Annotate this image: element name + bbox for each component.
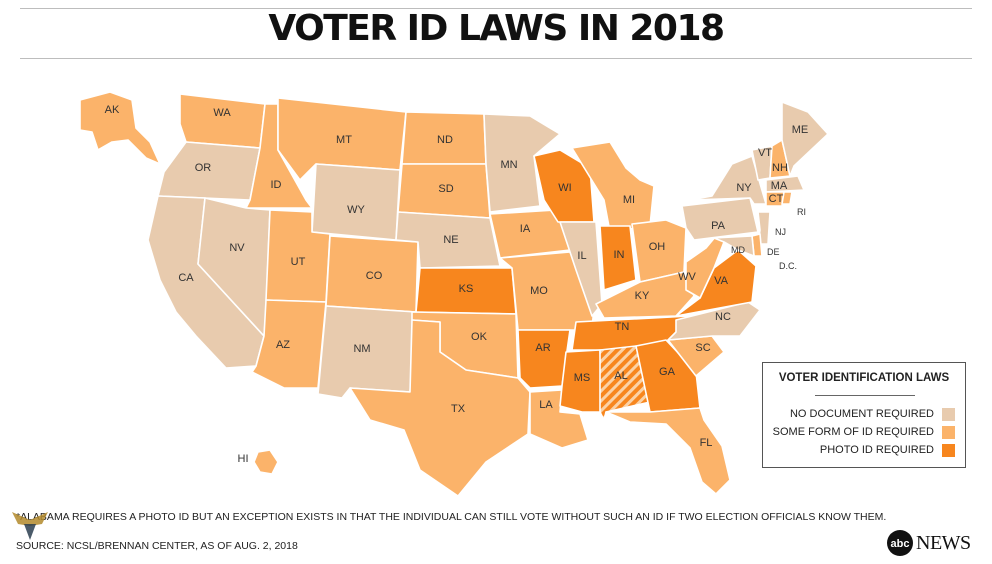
legend-item-some: SOME FORM OF ID REQUIRED <box>773 425 955 439</box>
state-label-RI: RI <box>797 207 806 217</box>
footnote: *ALABAMA REQUIRES A PHOTO ID BUT AN EXCE… <box>16 511 887 523</box>
state-label-AK: AK <box>105 104 120 116</box>
legend: VOTER IDENTIFICATION LAWS NO DOCUMENT RE… <box>762 362 966 468</box>
state-label-DE: DE <box>767 247 780 257</box>
state-NJ[interactable] <box>757 211 771 245</box>
state-TX[interactable] <box>349 319 531 497</box>
state-MD[interactable] <box>713 235 755 257</box>
state-label-MI: MI <box>623 194 635 206</box>
state-label-MS: MS <box>574 372 591 384</box>
state-label-SC: SC <box>695 342 710 354</box>
state-label-NM: NM <box>353 343 370 355</box>
legend-item-photo: PHOTO ID REQUIRED <box>820 443 955 457</box>
legend-item-none: NO DOCUMENT REQUIRED <box>790 407 955 421</box>
state-label-PA: PA <box>711 220 726 232</box>
state-label-TN: TN <box>615 321 630 333</box>
state-label-SD: SD <box>438 183 453 195</box>
legend-title: VOTER IDENTIFICATION LAWS <box>778 372 950 384</box>
top-rule <box>20 8 972 9</box>
state-label-WV: WV <box>678 271 696 283</box>
us-map: AK HI WA OR CA ID NV MT WY UT AZ CO NM ND SD NE KS OK TX MN… <box>79 91 829 497</box>
state-OH[interactable] <box>631 219 687 283</box>
state-label-NH: NH <box>772 162 788 174</box>
state-label-MO: MO <box>530 285 548 297</box>
state-MI[interactable] <box>571 141 655 233</box>
state-label-LA: LA <box>539 399 553 411</box>
state-label-OH: OH <box>649 241 666 253</box>
state-WV[interactable] <box>685 235 725 299</box>
state-label-MA: MA <box>771 180 788 192</box>
state-label-KS: KS <box>459 283 474 295</box>
state-label-VA: VA <box>714 275 729 287</box>
state-GA[interactable] <box>635 339 701 413</box>
state-label-MN: MN <box>500 159 517 171</box>
state-label-IN: IN <box>614 249 625 261</box>
state-NC[interactable] <box>667 301 761 341</box>
legend-divider <box>815 395 915 396</box>
state-CT[interactable] <box>765 191 785 207</box>
state-WY[interactable] <box>311 163 401 241</box>
legend-label: NO DOCUMENT REQUIRED <box>789 408 934 420</box>
state-label-HI: HI <box>238 453 249 465</box>
state-label-FL: FL <box>700 437 713 449</box>
state-label-WA: WA <box>213 107 231 119</box>
state-label-ID: ID <box>271 179 282 191</box>
legend-swatch <box>942 443 955 457</box>
state-label-IL: IL <box>577 250 586 262</box>
state-label-AZ: AZ <box>276 339 290 351</box>
state-label-CO: CO <box>366 270 383 282</box>
state-label-AR: AR <box>535 342 550 354</box>
state-label-OK: OK <box>471 331 488 343</box>
state-MN[interactable] <box>483 113 561 213</box>
abc-news-wordmark: NEWS <box>916 532 971 554</box>
legend-label: PHOTO ID REQUIRED <box>819 444 934 456</box>
state-KY[interactable] <box>595 271 695 319</box>
abc-news-logo-icon: abc <box>887 530 913 556</box>
state-AK[interactable] <box>79 91 161 165</box>
state-label-MD: MD <box>731 245 745 255</box>
legend-swatch <box>942 407 955 421</box>
state-label-NJ: NJ <box>775 227 786 237</box>
state-RI[interactable] <box>781 191 793 205</box>
state-label-AL: AL <box>614 370 627 382</box>
state-label-NE: NE <box>443 234 458 246</box>
abc-logo-mark: abc <box>891 538 910 550</box>
state-label-NY: NY <box>736 182 752 194</box>
state-label-ME: ME <box>792 124 809 136</box>
state-label-VT: VT <box>758 147 772 159</box>
state-label-CA: CA <box>178 272 194 284</box>
state-label-OR: OR <box>195 162 212 174</box>
state-label-DC: D.C. <box>779 261 797 271</box>
state-FL[interactable] <box>605 407 731 495</box>
eagle-emblem-icon <box>12 512 48 540</box>
state-HI[interactable] <box>253 449 279 475</box>
state-IL[interactable] <box>559 221 603 317</box>
state-label-CT: CT <box>769 193 784 205</box>
state-label-IA: IA <box>520 223 531 235</box>
state-label-GA: GA <box>659 366 676 378</box>
state-label-WY: WY <box>347 204 365 216</box>
state-PA[interactable] <box>681 197 759 241</box>
state-WA[interactable] <box>179 93 266 149</box>
legend-swatch <box>942 425 955 439</box>
state-IN[interactable] <box>599 225 637 291</box>
state-MA[interactable] <box>765 175 805 193</box>
state-ME[interactable] <box>781 101 829 177</box>
legend-label: SOME FORM OF ID REQUIRED <box>772 426 934 438</box>
state-label-KY: KY <box>635 290 650 302</box>
page-title: VOTER ID LAWS IN 2018 <box>268 8 725 49</box>
state-label-MT: MT <box>336 134 352 146</box>
state-AR[interactable] <box>517 329 571 389</box>
state-label-ND: ND <box>437 134 453 146</box>
source-note: SOURCE: NCSL/BRENNAN CENTER, AS OF AUG. … <box>16 540 298 552</box>
state-label-TX: TX <box>451 403 466 415</box>
state-label-UT: UT <box>291 256 306 268</box>
title-rule <box>20 58 972 59</box>
state-label-WI: WI <box>558 182 571 194</box>
state-label-NC: NC <box>715 311 731 323</box>
state-label-NV: NV <box>229 242 245 254</box>
